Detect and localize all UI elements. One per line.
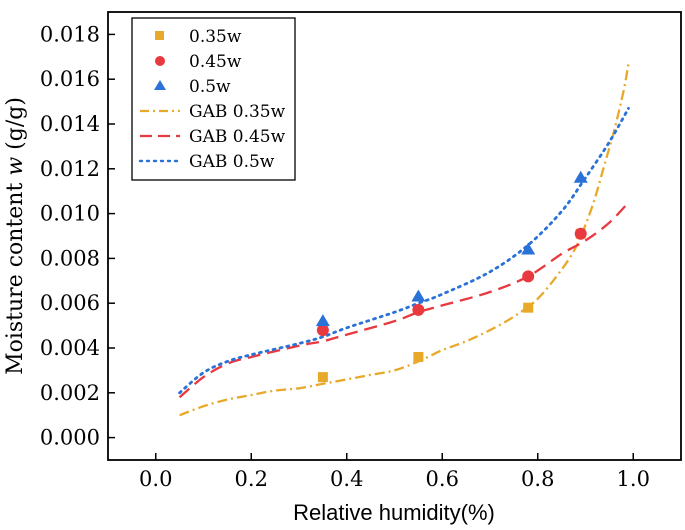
point-0-5w (573, 170, 588, 183)
legend-label-gab-0-5w: GAB 0.5w (189, 152, 275, 172)
point-0-5w (411, 289, 426, 302)
x-tick-label: 1.0 (617, 467, 650, 491)
point-0-35w (413, 351, 424, 362)
y-tick-label: 0.004 (40, 336, 100, 360)
legend-label-0-5w: 0.5w (189, 77, 231, 97)
y-tick-label: 0.002 (40, 381, 100, 405)
y-tick-label: 0.018 (40, 22, 100, 46)
point-0-35w (317, 372, 328, 383)
point-0-5w (521, 242, 536, 255)
legend-label-0-45w: 0.45w (189, 52, 242, 72)
curve-gab-0-35w (179, 63, 630, 417)
point-0-45w (316, 324, 329, 337)
y-tick-label: 0.010 (40, 202, 100, 226)
y-tick-label: 0.006 (40, 291, 100, 315)
legend-marker-0-35w (155, 31, 164, 40)
y-tick-label: 0.008 (40, 246, 100, 270)
x-tick-label: 0.6 (426, 467, 459, 491)
fit-curves (178, 63, 630, 417)
legend-label-gab-0-35w: GAB 0.35w (189, 102, 286, 122)
y-axis-title: Moisture content w (g/g) (3, 97, 28, 375)
y-tick-label: 0.000 (40, 426, 100, 450)
y-tick-label: 0.014 (40, 112, 100, 136)
legend-label-gab-0-45w: GAB 0.45w (189, 127, 286, 147)
x-tick-label: 0.8 (521, 467, 554, 491)
x-tick-label: 0.4 (330, 467, 363, 491)
x-axis-ticks: 0.0 0.2 0.4 0.6 0.8 1.0 (139, 453, 650, 491)
curve-gab-0-45w (178, 201, 630, 399)
legend-marker-0-5w (154, 80, 166, 90)
y-axis-title-variable: w (3, 157, 28, 176)
point-0-45w (412, 303, 425, 316)
point-0-5w (315, 314, 330, 327)
x-tick-label: 0.2 (235, 467, 268, 491)
y-axis-title-unit: (g/g) (3, 97, 28, 157)
legend: 0.35w 0.45w 0.5w GAB 0.35w GAB 0.45w GAB… (131, 17, 296, 181)
y-tick-label: 0.012 (40, 157, 100, 181)
legend-box (131, 17, 296, 181)
legend-label-0-35w: 0.35w (189, 27, 242, 47)
y-axis-title-prefix: Moisture content (3, 176, 28, 375)
point-0-45w (522, 270, 535, 283)
y-tick-label: 0.016 (40, 67, 100, 91)
x-tick-label: 0.0 (139, 467, 172, 491)
x-axis-title: Relative humidity(%) (293, 500, 495, 525)
legend-marker-0-45w (155, 56, 165, 66)
y-axis-ticks: 0.000 0.002 0.004 0.006 0.008 0.010 0.012 0.014… (40, 22, 115, 450)
data-points (315, 170, 588, 383)
curve-gab-0-5w (178, 106, 630, 395)
point-0-45w (574, 227, 587, 240)
plot-frame (107, 11, 682, 461)
point-0-35w (523, 302, 534, 313)
